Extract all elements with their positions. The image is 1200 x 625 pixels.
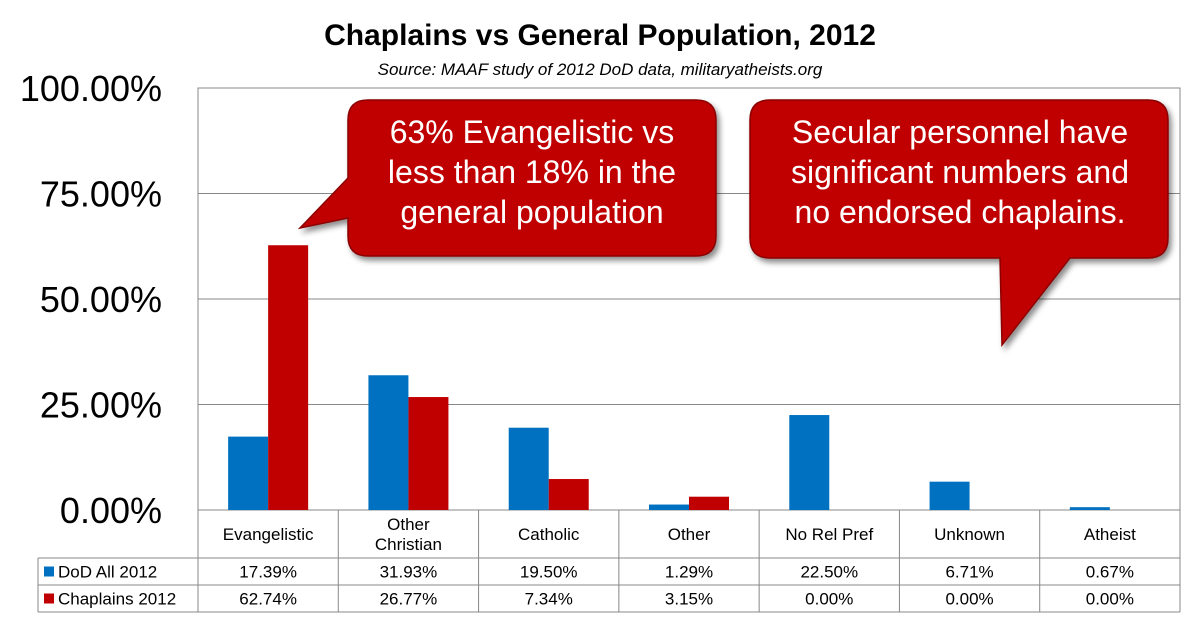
bar-dod-all-2012: [929, 481, 970, 510]
callout-text: less than 18% in the: [388, 154, 676, 190]
y-tick-label: 0.00%: [60, 490, 162, 531]
table-cell: 7.34%: [525, 590, 573, 609]
bars: [228, 245, 1110, 511]
table-cell: 26.77%: [380, 590, 438, 609]
bar-dod-all-2012: [228, 436, 269, 510]
category-label: Catholic: [518, 525, 580, 544]
legend-swatch: [44, 566, 54, 577]
y-tick-label: 100.00%: [20, 68, 162, 109]
legend-label: Chaplains 2012: [58, 590, 176, 609]
callout-bubble: [749, 99, 1169, 348]
table-cell: 31.93%: [380, 563, 438, 582]
chart-subtitle: Source: MAAF study of 2012 DoD data, mil…: [378, 60, 823, 79]
table-cell: 6.71%: [945, 563, 993, 582]
bar-chaplains-2012: [408, 397, 449, 510]
y-axis-ticks: 0.00% 25.00% 50.00% 75.00% 100.00%: [20, 68, 162, 531]
legend-swatch: [44, 593, 54, 604]
callout-text: Secular personnel have: [792, 114, 1128, 150]
bar-chaplains-2012: [268, 245, 309, 511]
table-cell: 0.00%: [1086, 590, 1134, 609]
callout-text: general population: [400, 194, 663, 230]
bar-dod-all-2012: [508, 427, 549, 510]
callout-evangelistic: 63% Evangelistic vs less than 18% in the g…: [297, 99, 717, 257]
table-cell: 62.74%: [239, 590, 297, 609]
bar-dod-all-2012: [789, 415, 830, 510]
table-cell: 0.00%: [945, 590, 993, 609]
category-label: Evangelistic: [223, 525, 314, 544]
table-cell: 3.15%: [665, 590, 713, 609]
legend-label: DoD All 2012: [58, 563, 157, 582]
bar-dod-all-2012: [1069, 507, 1110, 510]
chart-title: Chaplains vs General Population, 2012: [324, 19, 876, 52]
category-label: Other: [668, 525, 711, 544]
bar-dod-all-2012: [368, 375, 409, 510]
category-label: No Rel Pref: [785, 525, 873, 544]
bar-chaplains-2012: [689, 496, 729, 510]
table-cell: 1.29%: [665, 563, 713, 582]
table-cell: 17.39%: [239, 563, 297, 582]
callout-text: no endorsed chaplains.: [795, 194, 1126, 230]
category-label: Christian: [375, 535, 442, 554]
callout-bubble: [297, 99, 717, 257]
category-label: Other: [387, 515, 430, 534]
callout-text: significant numbers and: [791, 154, 1129, 190]
table-cell: 22.50%: [800, 563, 858, 582]
category-label: Unknown: [934, 525, 1005, 544]
table-cell: 0.67%: [1086, 563, 1134, 582]
y-tick-label: 50.00%: [40, 279, 162, 320]
callouts: 63% Evangelistic vs less than 18% in the g…: [297, 99, 1169, 348]
bar-dod-all-2012: [649, 504, 689, 510]
table-cell: 19.50%: [520, 563, 578, 582]
callout-secular: Secular personnel have significant number…: [749, 99, 1169, 348]
y-tick-label: 75.00%: [40, 174, 162, 215]
bar-chaplains-2012: [548, 479, 589, 510]
callout-text: 63% Evangelistic vs: [390, 114, 675, 150]
category-label: Atheist: [1084, 525, 1136, 544]
table-cell: 0.00%: [805, 590, 853, 609]
y-tick-label: 25.00%: [40, 385, 162, 426]
